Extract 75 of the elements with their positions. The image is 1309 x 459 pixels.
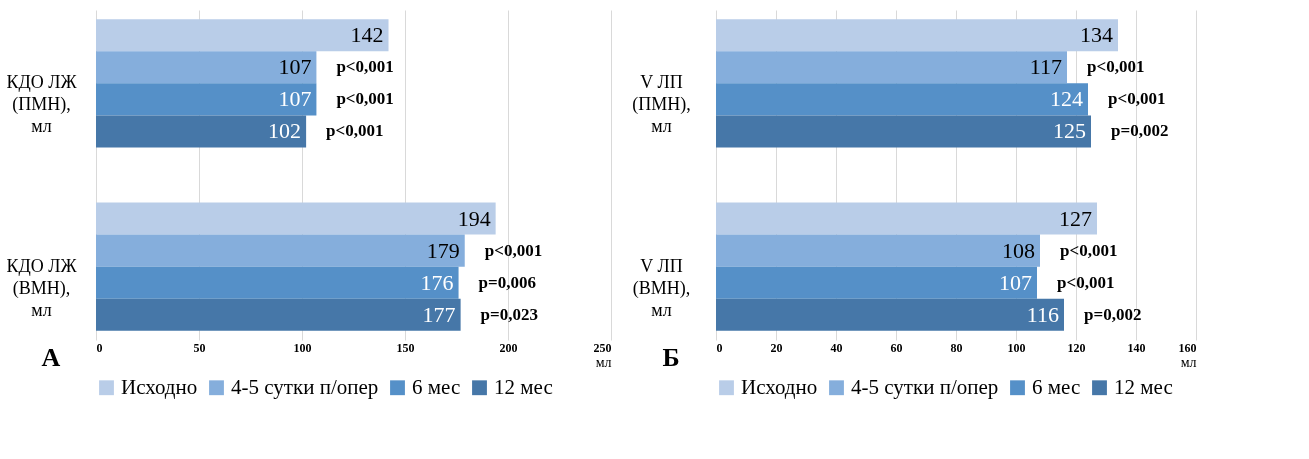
legend-label: 4-5 сутки п/опер [851,374,999,399]
annotation: p<0,001 [1087,57,1145,77]
x-tick-label: 80 [950,340,963,355]
bar [96,83,317,116]
text: Б [662,343,680,372]
data-label: 179 [426,237,460,263]
x-tick-label: 0 [96,340,103,355]
bar [96,298,461,331]
x-tick-label: 20 [770,340,783,355]
annotation: p<0,001 [326,121,384,141]
x-tick-label: 100 [293,340,312,355]
x-tick-label: 50 [193,340,206,355]
x-tick-label: 250 [593,340,612,355]
data-label: 117 [1029,54,1062,80]
bar [716,234,1040,267]
annotation: p<0,001 [1057,272,1115,292]
data-label: 116 [1026,301,1059,327]
x-axis-title: мл [595,354,612,370]
data-label: 194 [457,205,491,231]
annotation: p<0,001 [484,240,543,260]
data-label: 102 [268,118,302,144]
annotation: p=0,002 [1111,121,1169,141]
bar [96,51,317,84]
bar [716,83,1088,116]
legend-label: 12 мес [1114,374,1173,399]
bar [96,266,459,299]
y-tick-label: V ЛП (ПМН), мл [632,72,691,137]
data-label: 124 [1050,86,1083,112]
bar [96,234,465,267]
data-label: 176 [420,269,454,295]
bar [96,115,307,148]
bar [716,202,1097,235]
data-label: 177 [422,301,456,327]
x-tick-label: 60 [890,340,903,355]
annotation: p<0,001 [1108,89,1166,109]
data-label: 107 [278,86,312,112]
y-tick-label: КДО ЛЖ (ВМН), мл [6,255,78,320]
x-tick-label: 160 [1178,340,1197,355]
data-label: 125 [1053,118,1086,144]
annotation: p<0,001 [1060,240,1118,260]
bar [716,115,1091,148]
data-label: 134 [1080,22,1113,48]
annotation: p<0,001 [336,89,394,109]
data-label: 108 [1002,237,1035,263]
x-tick-label: 100 [1007,340,1026,355]
bar [716,19,1118,52]
legend-label: Исходно [121,374,198,399]
y-tick-label: V ЛП (ВМН), мл [632,255,691,320]
x-tick-label: 40 [830,340,843,355]
data-label: 142 [350,22,384,48]
bar [716,266,1037,299]
data-label: 107 [999,269,1032,295]
x-tick-label: 0 [716,340,723,355]
bar [96,19,389,52]
annotation: p<0,001 [336,57,394,77]
x-tick-label: 120 [1067,340,1086,355]
annotation: p=0,023 [480,304,539,324]
x-axis-title: мл [1180,354,1197,370]
legend-label: 6 мес [412,374,461,399]
legend-label: 4-5 сутки п/опер [231,374,379,399]
bar [716,51,1067,84]
y-tick-label: КДО ЛЖ (ПМН), мл [6,72,78,137]
legend-label: 6 мес [1032,374,1081,399]
x-tick-label: 200 [499,340,518,355]
data-label: 127 [1059,205,1092,231]
text: А [41,343,61,372]
bar [96,202,496,235]
x-tick-label: 150 [396,340,415,355]
legend-label: Исходно [741,374,818,399]
annotation: p=0,006 [478,272,536,292]
data-label: 107 [278,54,312,80]
annotation: p=0,002 [1084,304,1142,324]
legend-label: 12 мес [494,374,553,399]
x-tick-label: 140 [1127,340,1146,355]
bar [716,298,1064,331]
